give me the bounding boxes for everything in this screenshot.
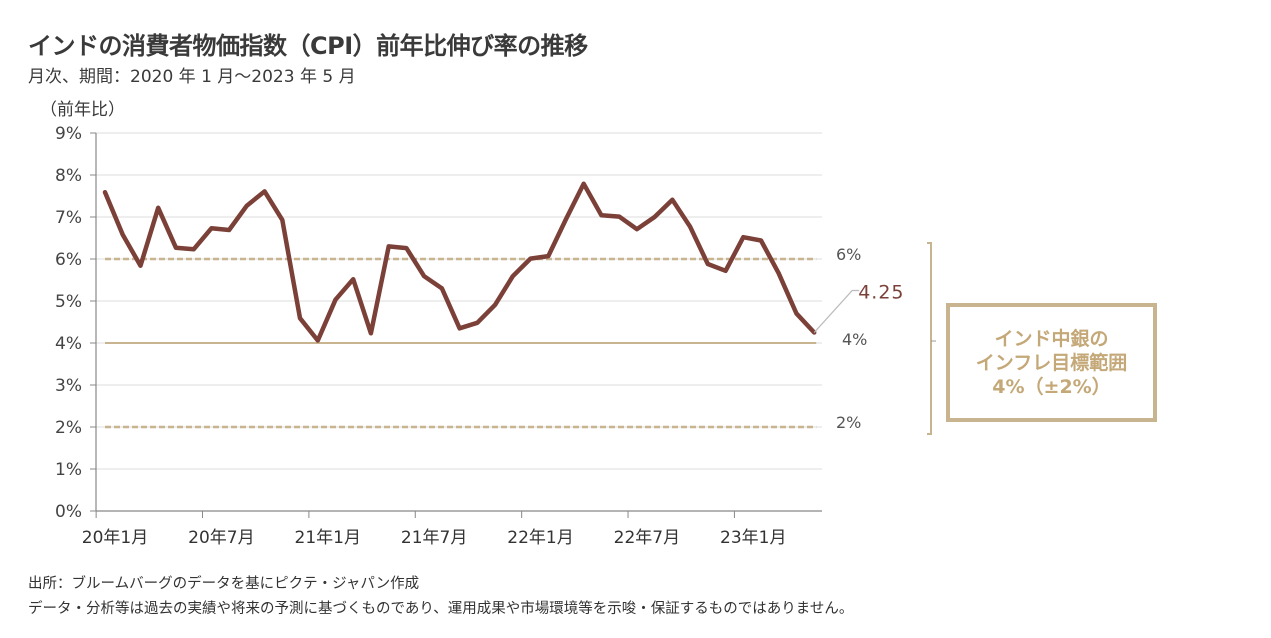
reference-label-lower-band: 2%	[836, 413, 861, 432]
target-range-box: インド中銀の インフレ目標範囲 4%（±2%）	[946, 303, 1157, 422]
y-tick-label: 9%	[55, 124, 82, 144]
y-tick-label: 2%	[55, 418, 82, 438]
reference-lines: 6% 4% 2%	[105, 245, 867, 432]
y-axis-unit-label: （前年比）	[40, 100, 125, 120]
y-tick-label: 4%	[55, 334, 82, 354]
chart-title: インドの消費者物価指数（CPI）前年比伸び率の推移	[28, 32, 588, 60]
series-line	[102, 181, 817, 343]
x-tick-label: 21年1月	[295, 528, 361, 548]
y-tick-label: 5%	[55, 292, 82, 312]
series-group	[102, 181, 817, 343]
x-axis-ticks: 20年1月 20年7月 21年1月 21年7月 22年1月 22年7月 23年1月	[82, 511, 787, 548]
target-range-bracket	[927, 242, 936, 435]
y-axis-ticks: 0% 1% 2% 3% 4% 5% 6% 7% 8% 9%	[55, 124, 96, 522]
y-tick-label: 6%	[55, 250, 82, 270]
y-tick-label: 7%	[55, 208, 82, 228]
chart-subtitle: 月次、期間：2020 年 1 月～2023 年 5 月	[28, 67, 356, 87]
reference-label-upper-band: 6%	[836, 245, 861, 264]
y-tick-label: 1%	[55, 460, 82, 480]
disclaimer-note: データ・分析等は過去の実績や将来の予測に基づくものであり、運用成果や市場環境等を…	[28, 601, 854, 617]
latest-value-label: 4.25	[858, 282, 904, 304]
callout-leader-line	[813, 289, 860, 333]
x-tick-label: 22年1月	[507, 528, 573, 548]
x-tick-label: 21年7月	[401, 528, 467, 548]
x-tick-label: 23年1月	[720, 528, 786, 548]
y-tick-label: 0%	[55, 502, 82, 522]
x-tick-label: 20年7月	[188, 528, 254, 548]
x-tick-label: 22年7月	[614, 528, 680, 548]
x-tick-label: 20年1月	[82, 528, 148, 548]
gridlines	[96, 132, 822, 470]
reference-label-target: 4%	[842, 330, 867, 349]
y-tick-label: 8%	[55, 166, 82, 186]
bracket-line	[927, 242, 932, 435]
target-box-line-3: 4%（±2%）	[992, 375, 1111, 398]
latest-value-callout: 4.25	[813, 282, 904, 333]
target-box-line-2: インフレ目標範囲	[975, 351, 1128, 374]
y-tick-label: 3%	[55, 376, 82, 396]
axes	[95, 133, 822, 512]
target-box-line-1: インド中銀の	[994, 327, 1109, 350]
source-note: 出所：ブルームバーグのデータを基にピクテ・ジャパン作成	[28, 576, 420, 592]
